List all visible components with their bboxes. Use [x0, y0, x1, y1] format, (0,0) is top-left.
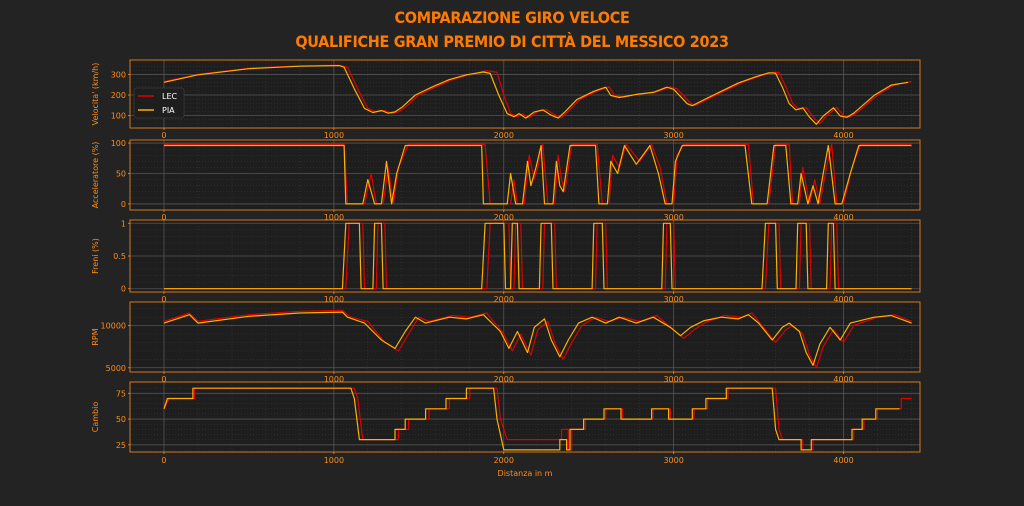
x-tick-label: 2000 — [494, 375, 514, 384]
x-tick-label: 2000 — [494, 213, 514, 222]
y-tick-label: 300 — [111, 70, 126, 79]
y-tick-label: 100 — [111, 139, 126, 148]
y-tick-label: 200 — [111, 91, 126, 100]
series-line-pia — [164, 144, 912, 205]
y-tick-label: 0 — [121, 200, 126, 209]
series-line-pia — [163, 65, 909, 125]
y-axis-label: RPM — [91, 328, 100, 345]
y-axis-label: Cambio — [91, 402, 100, 433]
y-tick-label: 75 — [116, 389, 126, 398]
y-tick-label: 50 — [116, 415, 126, 424]
panel-1-frame — [129, 59, 921, 129]
legend-label-pia: PIA — [162, 106, 175, 115]
y-tick-label: 0.5 — [113, 252, 126, 261]
x-tick-label: 1000 — [324, 131, 344, 140]
series-line-pia — [163, 387, 900, 451]
y-tick-label: 1 — [121, 219, 126, 228]
x-tick-label: 3000 — [663, 456, 683, 465]
y-tick-label: 25 — [116, 441, 126, 450]
x-tick-label: 4000 — [833, 213, 853, 222]
x-tick-label: 0 — [161, 456, 166, 465]
x-tick-label: 1000 — [324, 375, 344, 384]
chart-title-line-2: QUALIFICHE GRAN PREMIO DI CITTÀ DEL MESS… — [295, 32, 729, 51]
x-tick-label: 0 — [161, 131, 166, 140]
y-axis-label: Acceleratore (%) — [91, 142, 100, 209]
x-axis-label: Distanza in m — [498, 469, 553, 478]
x-tick-label: 3000 — [663, 213, 683, 222]
panel-4-frame — [129, 301, 921, 373]
legend-label-lec: LEC — [162, 92, 178, 101]
x-tick-label: 3000 — [663, 375, 683, 384]
panel-5-frame — [129, 381, 921, 453]
x-tick-label: 0 — [161, 375, 166, 384]
x-tick-label: 4000 — [833, 456, 853, 465]
y-tick-label: 5000 — [106, 364, 126, 373]
x-tick-label: 0 — [161, 295, 166, 304]
series-line-lec — [163, 387, 912, 451]
x-tick-label: 1000 — [324, 295, 344, 304]
y-tick-label: 50 — [116, 169, 126, 178]
x-tick-label: 2000 — [494, 295, 514, 304]
y-axis-label: Freni (%) — [91, 238, 100, 274]
y-tick-label: 10000 — [101, 322, 126, 331]
chart-title-line-1: COMPARAZIONE GIRO VELOCE — [394, 8, 630, 27]
panel-2-frame — [129, 139, 921, 211]
y-tick-label: 0 — [121, 285, 126, 294]
x-tick-label: 1000 — [324, 213, 344, 222]
x-tick-label: 1000 — [324, 456, 344, 465]
x-tick-label: 2000 — [494, 456, 514, 465]
y-axis-label: Velocita' (km/h) — [91, 63, 100, 126]
x-tick-label: 4000 — [833, 375, 853, 384]
x-tick-label: 2000 — [494, 131, 514, 140]
x-tick-label: 3000 — [663, 295, 683, 304]
x-tick-label: 3000 — [663, 131, 683, 140]
x-tick-label: 4000 — [833, 131, 853, 140]
x-tick-label: 0 — [161, 213, 166, 222]
y-tick-label: 100 — [111, 112, 126, 121]
series-line-pia — [164, 222, 912, 290]
x-tick-label: 4000 — [833, 295, 853, 304]
series-line-pia — [163, 311, 912, 366]
